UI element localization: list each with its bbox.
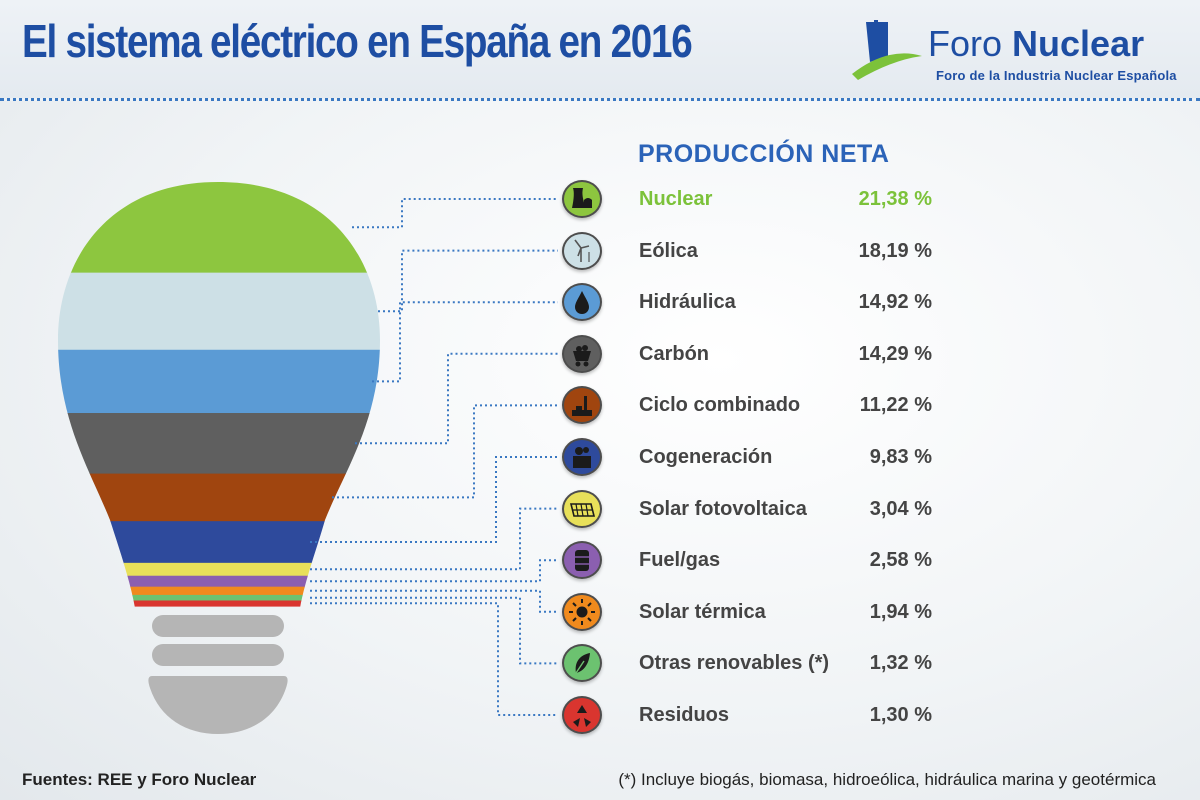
icon-glyph: [575, 653, 590, 674]
legend-label: Residuos: [639, 704, 730, 726]
icon-glyph: [572, 188, 592, 208]
legend-label: Hidráulica: [639, 291, 736, 314]
bulb-band-1: [58, 272, 380, 351]
connector-line: [310, 589, 558, 613]
bulb-base: [148, 615, 288, 734]
bulb-band-9: [58, 594, 380, 602]
coal-cart-icon: [562, 334, 602, 373]
legend-value: 1,30 %: [869, 704, 932, 726]
legend-value: 18,19 %: [858, 239, 932, 262]
footnote: (*) Incluye biogás, biomasa, hidroeólica…: [618, 770, 1156, 789]
icon-glyph: [574, 239, 590, 262]
legend-item: Carbón 14,29 %: [560, 334, 940, 375]
legend-item: Solar térmica 1,94 %: [560, 592, 940, 633]
legend-item: Residuos 1,30 %: [560, 696, 940, 736]
legend-value: 21,38 %: [858, 188, 932, 210]
bulb-band-7: [58, 575, 380, 588]
solar-panel-icon: [562, 489, 602, 528]
legend-value: 14,92 %: [858, 291, 932, 314]
connector-line: [352, 198, 558, 229]
legend-item: Eólica 18,19 %: [560, 231, 940, 272]
legend-label: Fuel/gas: [639, 549, 721, 572]
connector-line: [372, 301, 558, 383]
bulb-band-10: [58, 600, 380, 607]
connector-line: [310, 507, 558, 571]
legend-value: 9,83 %: [869, 446, 932, 468]
connector-line: [332, 404, 558, 499]
page-title: El sistema eléctrico en España en 2016: [22, 15, 693, 67]
legend-label: Otras renovables (*): [639, 652, 830, 675]
lightbulb-chart: [58, 182, 558, 734]
bulb-band-8: [58, 586, 380, 596]
foro-nuclear-logo: Foro Nuclear Foro de la Industria Nuclea…: [848, 16, 1178, 86]
bulb-band-4: [58, 473, 380, 522]
chart-title: PRODUCCIÓN NETA: [638, 140, 890, 168]
icon-glyph: [572, 396, 592, 417]
icon-glyph: [575, 291, 589, 315]
bulb-band-0: [58, 182, 380, 274]
bulb-band-3: [58, 413, 380, 475]
oil-barrel-icon: [562, 541, 602, 580]
sources-note: Fuentes: REE y Foro Nuclear: [22, 770, 257, 789]
connector-line: [378, 249, 558, 313]
water-drop-icon: [562, 283, 602, 322]
legend-item: Fuel/gas 2,58 %: [560, 541, 940, 581]
icon-glyph: [569, 502, 596, 517]
icon-glyph: [569, 598, 595, 625]
legend-label: Carbón: [639, 342, 709, 365]
legend-label: Solar térmica: [639, 600, 766, 623]
legend-label: Nuclear: [639, 188, 713, 210]
recycle-icon: [562, 696, 602, 734]
leaf-icon: [562, 644, 602, 683]
sun-icon: [562, 592, 602, 631]
cogeneration-plant-icon: [562, 438, 602, 476]
icon-glyph: [575, 550, 589, 572]
legend-value: 1,32 %: [869, 652, 932, 675]
bulb-band-6: [58, 562, 380, 577]
logo-emblem-icon: [852, 20, 922, 80]
bulb-band-2: [58, 349, 380, 414]
legend-item: Solar fotovoltaica 3,04 %: [560, 489, 940, 530]
header-bar: El sistema eléctrico en España en 2016 F…: [0, 0, 1200, 101]
connector-line: [310, 559, 558, 583]
nuclear-plant-icon: [562, 180, 602, 218]
icon-glyph: [573, 705, 591, 727]
legend-item: Ciclo combinado 11,22 %: [560, 386, 940, 426]
legend-label: Cogeneración: [639, 446, 773, 468]
legend-item: Nuclear 21,38 %: [560, 180, 940, 220]
icon-glyph: [573, 344, 591, 367]
factory-chimney-icon: [562, 386, 602, 425]
legend-value: 3,04 %: [869, 497, 932, 520]
legend-item: Hidráulica 14,92 %: [560, 283, 940, 323]
legend-label: Ciclo combinado: [639, 394, 801, 417]
legend-value: 14,29 %: [858, 342, 932, 365]
icon-glyph: [573, 447, 591, 468]
legend-value: 1,94 %: [869, 600, 932, 623]
legend-item: Otras renovables (*) 1,32 %: [560, 644, 940, 684]
legend-value: 11,22 %: [859, 394, 932, 417]
wind-turbine-icon: [562, 231, 602, 270]
logo-subtitle: Foro de la Industria Nuclear Española: [936, 68, 1177, 83]
legend-label: Solar fotovoltaica: [639, 497, 807, 520]
legend-label: Eólica: [639, 239, 698, 262]
connector-line: [310, 596, 558, 665]
connector-line: [310, 456, 558, 543]
legend-item: Cogeneración 9,83 %: [560, 438, 940, 478]
legend-value: 2,58 %: [869, 549, 932, 572]
connector-line: [355, 352, 558, 445]
logo-name: Foro Nuclear: [928, 23, 1145, 64]
